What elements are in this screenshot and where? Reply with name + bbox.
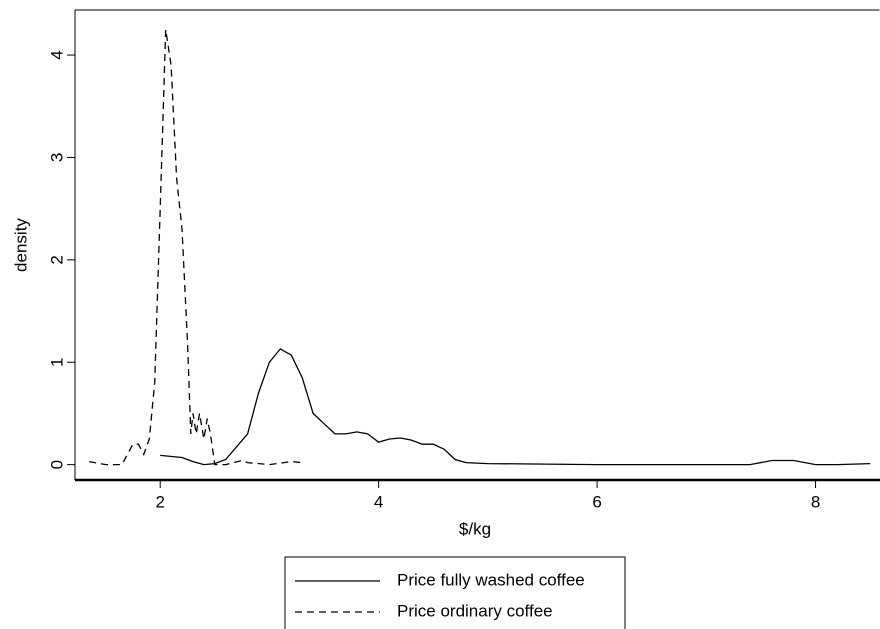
legend-label: Price fully washed coffee bbox=[397, 570, 585, 589]
x-tick-label: 4 bbox=[374, 492, 383, 511]
y-axis-label: density bbox=[11, 218, 30, 272]
series-line bbox=[160, 348, 871, 466]
x-axis-label: $/kg bbox=[459, 519, 491, 538]
y-tick-label: 4 bbox=[47, 50, 66, 59]
x-tick-label: 2 bbox=[155, 492, 164, 511]
legend-label: Price ordinary coffee bbox=[397, 601, 553, 620]
plot-frame bbox=[74, 9, 880, 480]
x-tick-label: 8 bbox=[811, 492, 820, 511]
y-tick-label: 0 bbox=[47, 460, 66, 469]
y-tick-label: 2 bbox=[47, 255, 66, 264]
y-tick-label: 1 bbox=[47, 358, 66, 367]
legend-box bbox=[284, 556, 626, 629]
x-tick-label: 6 bbox=[592, 492, 601, 511]
y-tick-label: 3 bbox=[47, 153, 66, 162]
